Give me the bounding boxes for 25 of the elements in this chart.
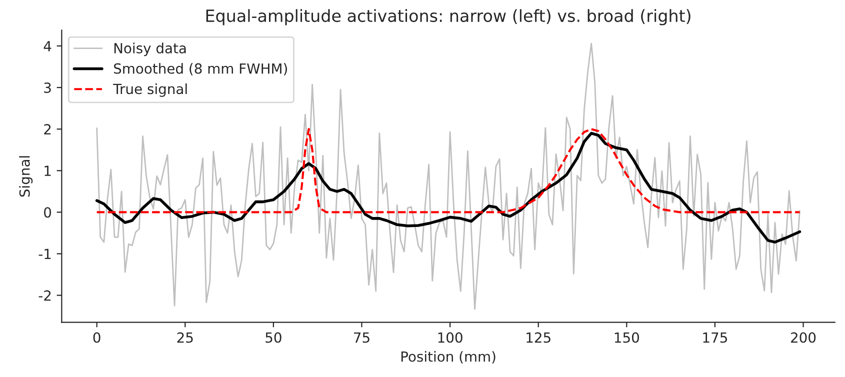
x-tick-label: 175 — [703, 332, 727, 343]
y-tick-label: -1 — [38, 248, 51, 260]
legend-label: Noisy data — [114, 42, 186, 56]
legend-label: True signal — [113, 83, 187, 97]
x-tick-label: 150 — [614, 332, 639, 343]
y-tick-label: 1 — [44, 166, 51, 176]
legend-label: Smoothed (8 mm FWHM) — [114, 63, 287, 76]
x-tick-label: 100 — [438, 332, 462, 343]
y-tick-label: 3 — [44, 82, 51, 93]
x-tick-label: 200 — [791, 332, 816, 343]
x-tick-label: 0 — [93, 332, 100, 343]
line-series — [96, 128, 801, 214]
chart-title: Equal-amplitude activations: narrow (left) vs. broad (right) — [206, 9, 690, 26]
x-tick-label: 25 — [177, 332, 193, 343]
x-tick-label: 125 — [526, 332, 550, 343]
x-tick-label: 75 — [354, 332, 370, 343]
x-tick-label: 50 — [266, 332, 282, 343]
y-tick-label: 0 — [44, 207, 52, 218]
x-axis-title: Position (mm) — [401, 351, 496, 364]
y-tick-label: -2 — [38, 290, 51, 301]
y-tick-label: 4 — [44, 41, 52, 52]
line-series — [96, 42, 800, 310]
y-tick-label: 2 — [44, 124, 51, 134]
y-axis-title: Signal — [19, 156, 33, 197]
line-series — [95, 132, 802, 244]
